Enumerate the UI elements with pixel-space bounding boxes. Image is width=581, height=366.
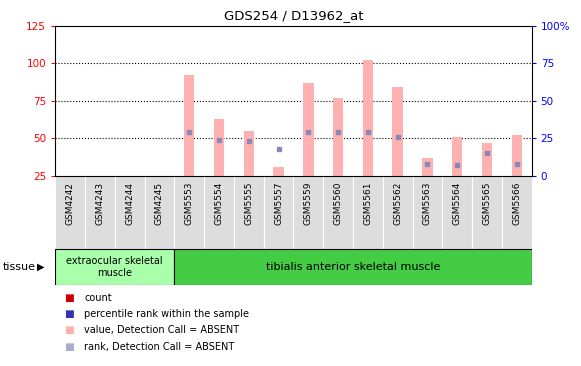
Bar bbox=[243, 131, 254, 176]
Text: GSM5559: GSM5559 bbox=[304, 182, 313, 225]
Bar bbox=[204, 176, 234, 249]
Bar bbox=[293, 176, 323, 249]
Text: ■: ■ bbox=[64, 309, 74, 320]
Text: GSM5557: GSM5557 bbox=[274, 182, 283, 225]
Text: ▶: ▶ bbox=[37, 262, 44, 272]
Text: extraocular skeletal
muscle: extraocular skeletal muscle bbox=[66, 256, 163, 278]
Bar bbox=[323, 176, 353, 249]
Text: GSM5563: GSM5563 bbox=[423, 182, 432, 225]
Bar bbox=[174, 176, 204, 249]
Text: GSM5560: GSM5560 bbox=[333, 182, 343, 225]
Text: GSM5562: GSM5562 bbox=[393, 182, 402, 225]
Bar bbox=[502, 176, 532, 249]
Text: GDS254 / D13962_at: GDS254 / D13962_at bbox=[224, 9, 363, 22]
Text: GSM5566: GSM5566 bbox=[512, 182, 521, 225]
Text: GSM5564: GSM5564 bbox=[453, 182, 462, 225]
Text: GSM4245: GSM4245 bbox=[155, 182, 164, 225]
Text: GSM5565: GSM5565 bbox=[482, 182, 492, 225]
Bar bbox=[234, 176, 264, 249]
Text: rank, Detection Call = ABSENT: rank, Detection Call = ABSENT bbox=[84, 341, 235, 352]
Text: ■: ■ bbox=[64, 325, 74, 336]
Bar bbox=[145, 176, 174, 249]
Text: GSM4242: GSM4242 bbox=[66, 182, 74, 224]
Text: GSM4244: GSM4244 bbox=[125, 182, 134, 224]
Bar bbox=[55, 249, 174, 285]
Bar bbox=[452, 137, 462, 176]
Bar bbox=[472, 176, 502, 249]
Bar bbox=[383, 176, 413, 249]
Text: GSM5553: GSM5553 bbox=[185, 182, 193, 225]
Bar bbox=[511, 135, 522, 176]
Bar bbox=[353, 176, 383, 249]
Bar bbox=[333, 98, 343, 176]
Text: ■: ■ bbox=[64, 293, 74, 303]
Text: percentile rank within the sample: percentile rank within the sample bbox=[84, 309, 249, 320]
Bar bbox=[442, 176, 472, 249]
Text: count: count bbox=[84, 293, 112, 303]
Bar bbox=[392, 87, 403, 176]
Bar bbox=[422, 158, 433, 176]
Bar bbox=[214, 119, 224, 176]
Bar bbox=[413, 176, 442, 249]
Bar bbox=[55, 176, 85, 249]
Bar bbox=[482, 143, 492, 176]
Bar bbox=[264, 176, 293, 249]
Bar bbox=[273, 167, 284, 176]
Text: tibialis anterior skeletal muscle: tibialis anterior skeletal muscle bbox=[266, 262, 440, 272]
Text: GSM5554: GSM5554 bbox=[214, 182, 224, 225]
Bar bbox=[174, 249, 532, 285]
Text: GSM4243: GSM4243 bbox=[95, 182, 105, 225]
Text: tissue: tissue bbox=[3, 262, 36, 272]
Bar bbox=[363, 60, 373, 176]
Text: GSM5555: GSM5555 bbox=[244, 182, 253, 225]
Text: value, Detection Call = ABSENT: value, Detection Call = ABSENT bbox=[84, 325, 239, 336]
Bar bbox=[115, 176, 145, 249]
Text: ■: ■ bbox=[64, 341, 74, 352]
Bar bbox=[303, 83, 314, 176]
Bar bbox=[85, 176, 115, 249]
Text: GSM5561: GSM5561 bbox=[363, 182, 372, 225]
Bar bbox=[184, 75, 195, 176]
